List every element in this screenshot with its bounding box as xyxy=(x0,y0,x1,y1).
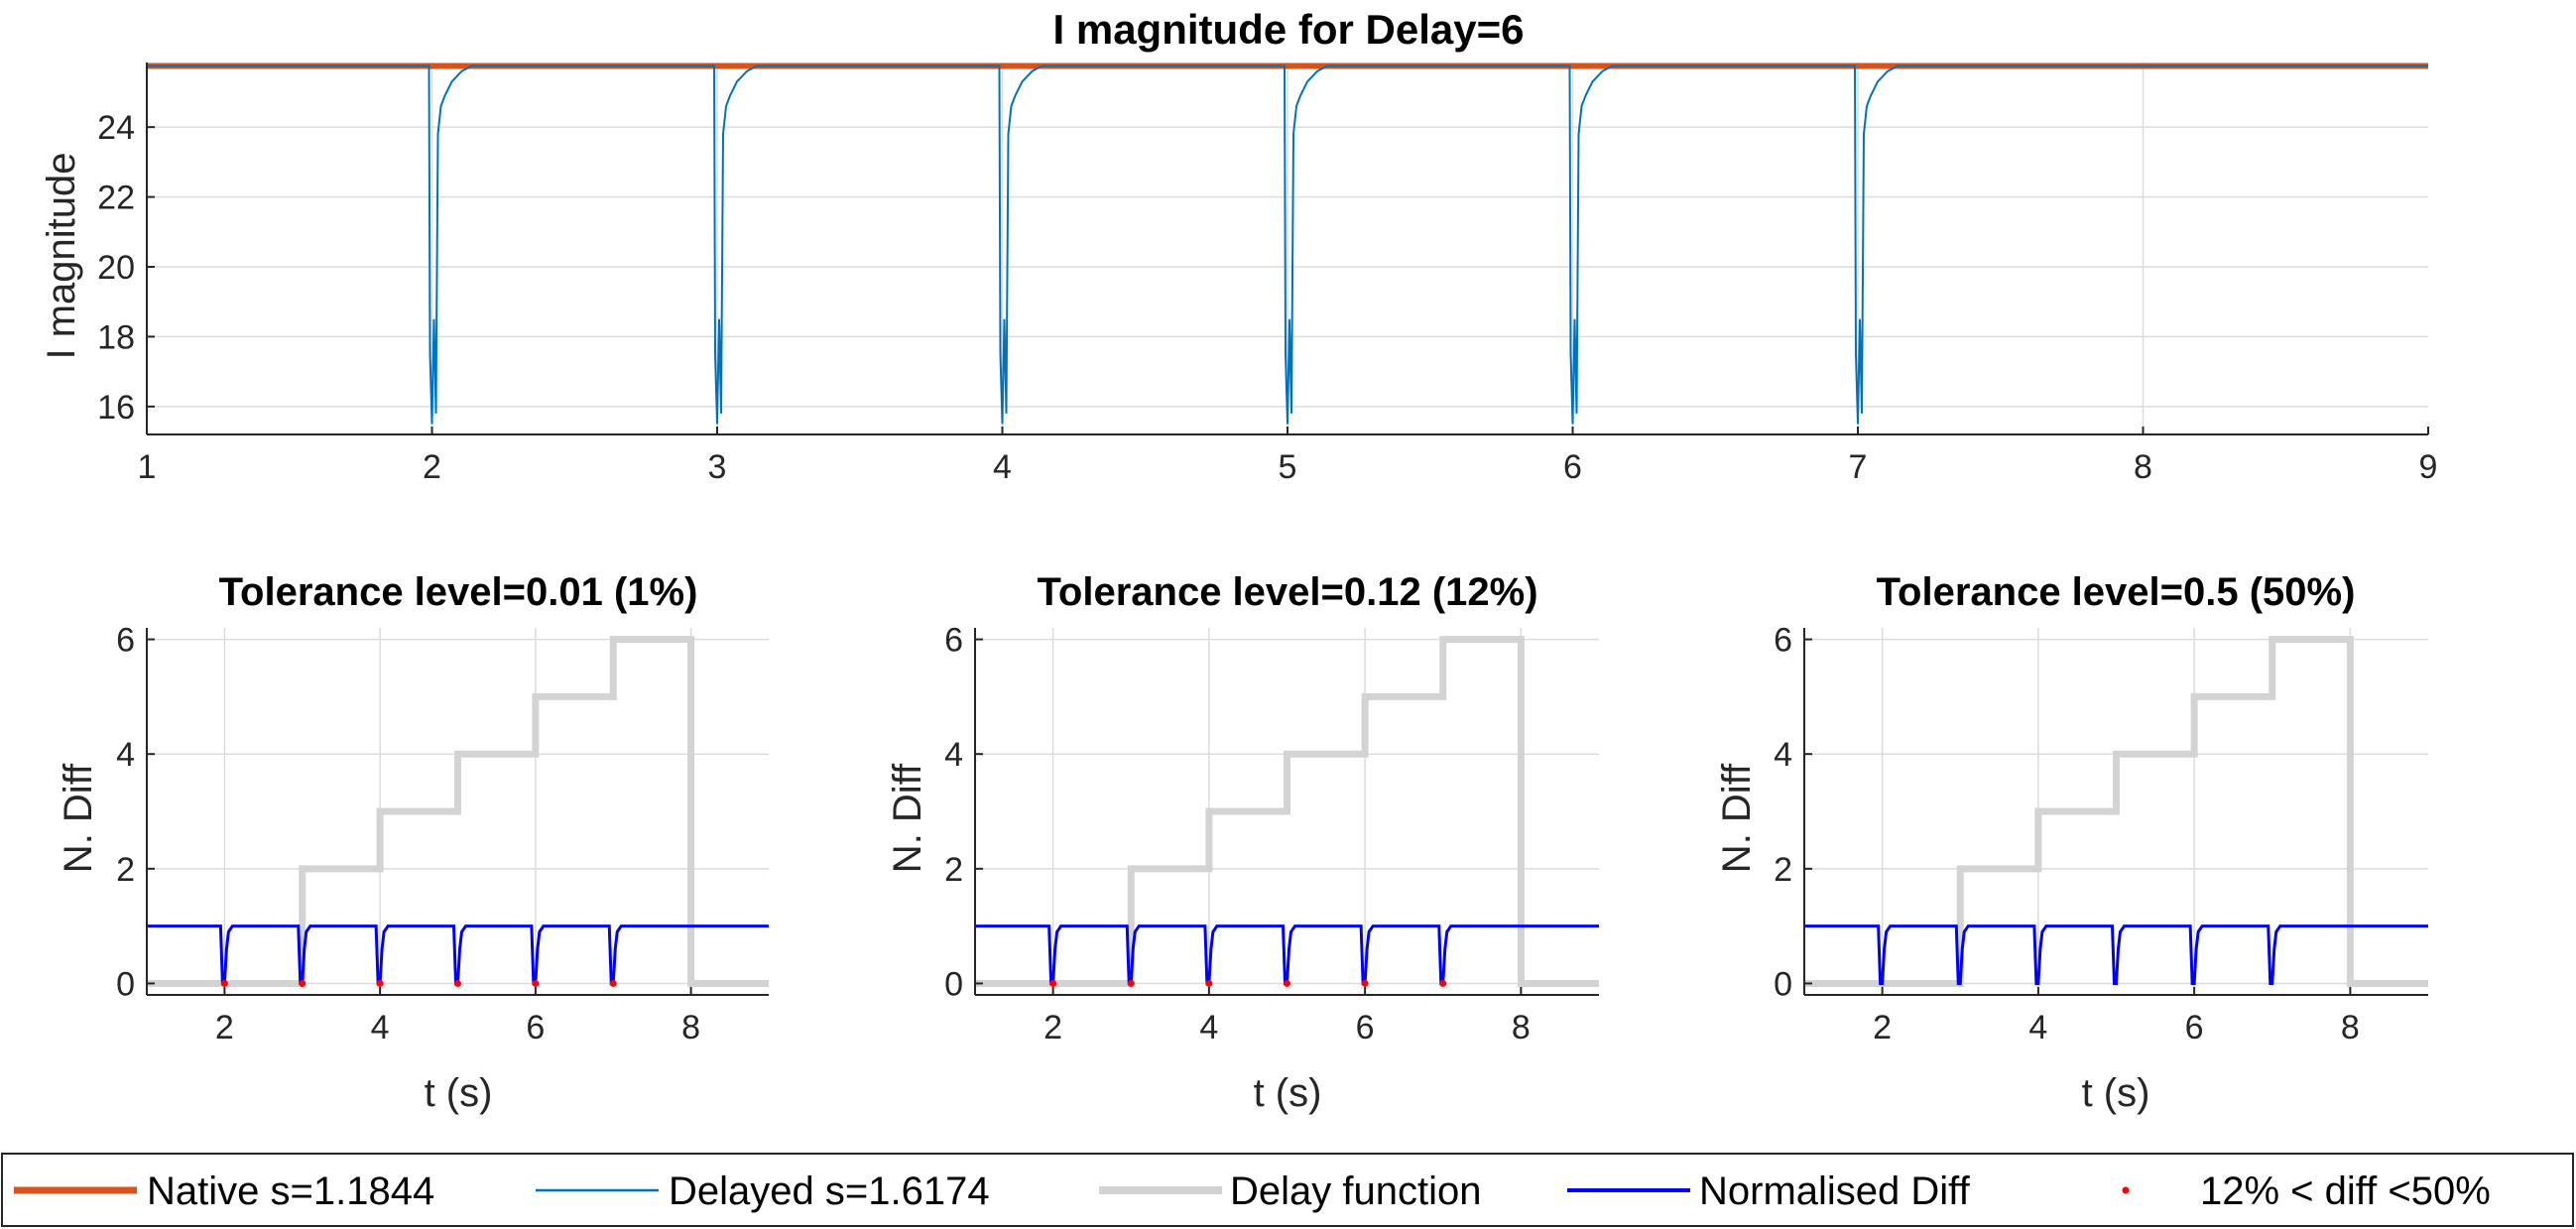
threshold-point xyxy=(1205,979,1213,987)
threshold-point xyxy=(376,979,384,987)
threshold-point xyxy=(220,979,228,987)
bottom-chart-3-plot-area: 2 4 6 8 0 2 4 6 xyxy=(1774,622,2428,1046)
legend-box xyxy=(1,1153,2574,1227)
x-tick-label: 6 xyxy=(526,1009,545,1046)
legend-label-delay-function: Delay function xyxy=(1230,1169,1481,1213)
y-tick-label: 24 xyxy=(97,109,135,147)
threshold-point xyxy=(1439,979,1447,987)
threshold-point xyxy=(609,979,617,987)
x-tick-label: 9 xyxy=(2419,448,2438,486)
x-tick-label: 2 xyxy=(423,448,441,486)
y-tick-label: 4 xyxy=(1774,736,1792,774)
bottom-chart-2-ylabel: N. Diff xyxy=(886,763,929,873)
threshold-point xyxy=(1361,979,1369,987)
x-tick-label: 2 xyxy=(215,1009,234,1046)
top-chart: I magnitude for Delay=6 I magnitude 1 2 3 4… xyxy=(40,6,2437,486)
legend-entry-threshold-dots: 12% < diff <50% xyxy=(2122,1169,2491,1213)
x-tick-label: 4 xyxy=(993,448,1012,486)
threshold-point xyxy=(454,979,461,987)
x-tick-label: 2 xyxy=(1873,1009,1892,1046)
threshold-point xyxy=(1127,979,1135,987)
legend-entry-normalised-diff: Normalised Diff xyxy=(1567,1169,1971,1213)
threshold-point xyxy=(299,979,307,987)
top-chart-title: I magnitude for Delay=6 xyxy=(1053,6,1525,53)
bottom-chart-2-plot-area: 2 4 6 8 0 2 4 6 xyxy=(944,622,1599,1046)
threshold-point xyxy=(1049,979,1057,987)
legend-entry-delayed: Delayed s=1.6174 xyxy=(536,1169,990,1213)
x-tick-label: 6 xyxy=(1563,448,1582,486)
y-tick-label: 2 xyxy=(944,851,963,889)
bottom-chart-2-title: Tolerance level=0.12 (12%) xyxy=(1037,570,1537,614)
y-tick-label: 0 xyxy=(116,965,135,1003)
bottom-chart-3: Tolerance level=0.5 (50%) N. Diff t (s) … xyxy=(1715,570,2428,1115)
bottom-chart-1: Tolerance level=0.01 (1%) N. Diff t (s) … xyxy=(57,570,769,1115)
x-tick-label: 4 xyxy=(2028,1009,2047,1046)
series-delayed-s-1-6174 xyxy=(147,64,2428,425)
legend-label-delayed: Delayed s=1.6174 xyxy=(669,1169,990,1213)
threshold-point xyxy=(1284,979,1290,987)
series-delay-function xyxy=(975,636,1599,987)
bottom-chart-1-plot-area: 2 4 6 8 0 2 4 6 xyxy=(116,622,769,1046)
top-chart-plot-area: 1 2 3 4 5 6 7 8 9 16 18 20 22 24 xyxy=(97,62,2437,486)
bottom-chart-3-xlabel: t (s) xyxy=(2082,1071,2150,1115)
bottom-chart-3-ylabel: N. Diff xyxy=(1715,763,1759,873)
y-tick-label: 16 xyxy=(97,389,135,427)
x-tick-label: 4 xyxy=(371,1009,390,1046)
series-normalised-diff xyxy=(975,924,1599,985)
x-tick-label: 8 xyxy=(1512,1009,1531,1046)
y-tick-label: 2 xyxy=(116,851,135,889)
legend-label-normalised-diff: Normalised Diff xyxy=(1699,1169,1971,1213)
x-tick-label: 6 xyxy=(1356,1009,1375,1046)
y-tick-label: 6 xyxy=(944,622,963,660)
series-delay-function xyxy=(1804,636,2428,987)
legend-label-threshold-dots: 12% < diff <50% xyxy=(2200,1169,2491,1213)
legend-entry-native: Native s=1.1844 xyxy=(14,1169,434,1213)
x-tick-label: 5 xyxy=(1279,448,1297,486)
x-tick-label: 8 xyxy=(2134,448,2152,486)
x-tick-label: 7 xyxy=(1849,448,1868,486)
y-tick-label: 22 xyxy=(97,180,135,217)
bottom-chart-1-title: Tolerance level=0.01 (1%) xyxy=(219,570,698,614)
bottom-chart-1-ylabel: N. Diff xyxy=(57,763,100,873)
y-tick-label: 20 xyxy=(97,249,135,287)
y-tick-label: 18 xyxy=(97,318,135,356)
y-tick-label: 2 xyxy=(1774,851,1792,889)
y-tick-label: 0 xyxy=(944,965,963,1003)
bottom-chart-3-title: Tolerance level=0.5 (50%) xyxy=(1877,570,2356,614)
y-tick-label: 4 xyxy=(944,736,963,774)
series-normalised-diff xyxy=(1804,924,2428,985)
y-tick-label: 6 xyxy=(116,622,135,660)
x-tick-label: 4 xyxy=(1199,1009,1218,1046)
legend-entry-delay-function: Delay function xyxy=(1099,1169,1481,1213)
x-tick-label: 6 xyxy=(2185,1009,2204,1046)
x-tick-label: 2 xyxy=(1043,1009,1062,1046)
bottom-chart-1-xlabel: t (s) xyxy=(425,1071,493,1115)
series-delay-function xyxy=(147,636,769,987)
legend-swatch-threshold-dot xyxy=(2122,1186,2130,1194)
y-tick-label: 6 xyxy=(1774,622,1792,660)
series-normalised-diff xyxy=(147,924,769,985)
x-tick-label: 8 xyxy=(681,1009,700,1046)
legend-label-native: Native s=1.1844 xyxy=(147,1169,434,1213)
x-tick-label: 3 xyxy=(708,448,727,486)
threshold-point xyxy=(532,979,540,987)
y-tick-label: 0 xyxy=(1774,965,1792,1003)
bottom-chart-2-xlabel: t (s) xyxy=(1254,1071,1322,1115)
legend: Native s=1.1844 Delayed s=1.6174 Delay f… xyxy=(1,1153,2574,1227)
y-tick-label: 4 xyxy=(116,736,135,774)
x-tick-label: 8 xyxy=(2341,1009,2360,1046)
bottom-chart-2: Tolerance level=0.12 (12%) N. Diff t (s)… xyxy=(886,570,1599,1115)
x-tick-label: 1 xyxy=(138,448,157,486)
top-chart-ylabel: I magnitude xyxy=(40,152,83,359)
